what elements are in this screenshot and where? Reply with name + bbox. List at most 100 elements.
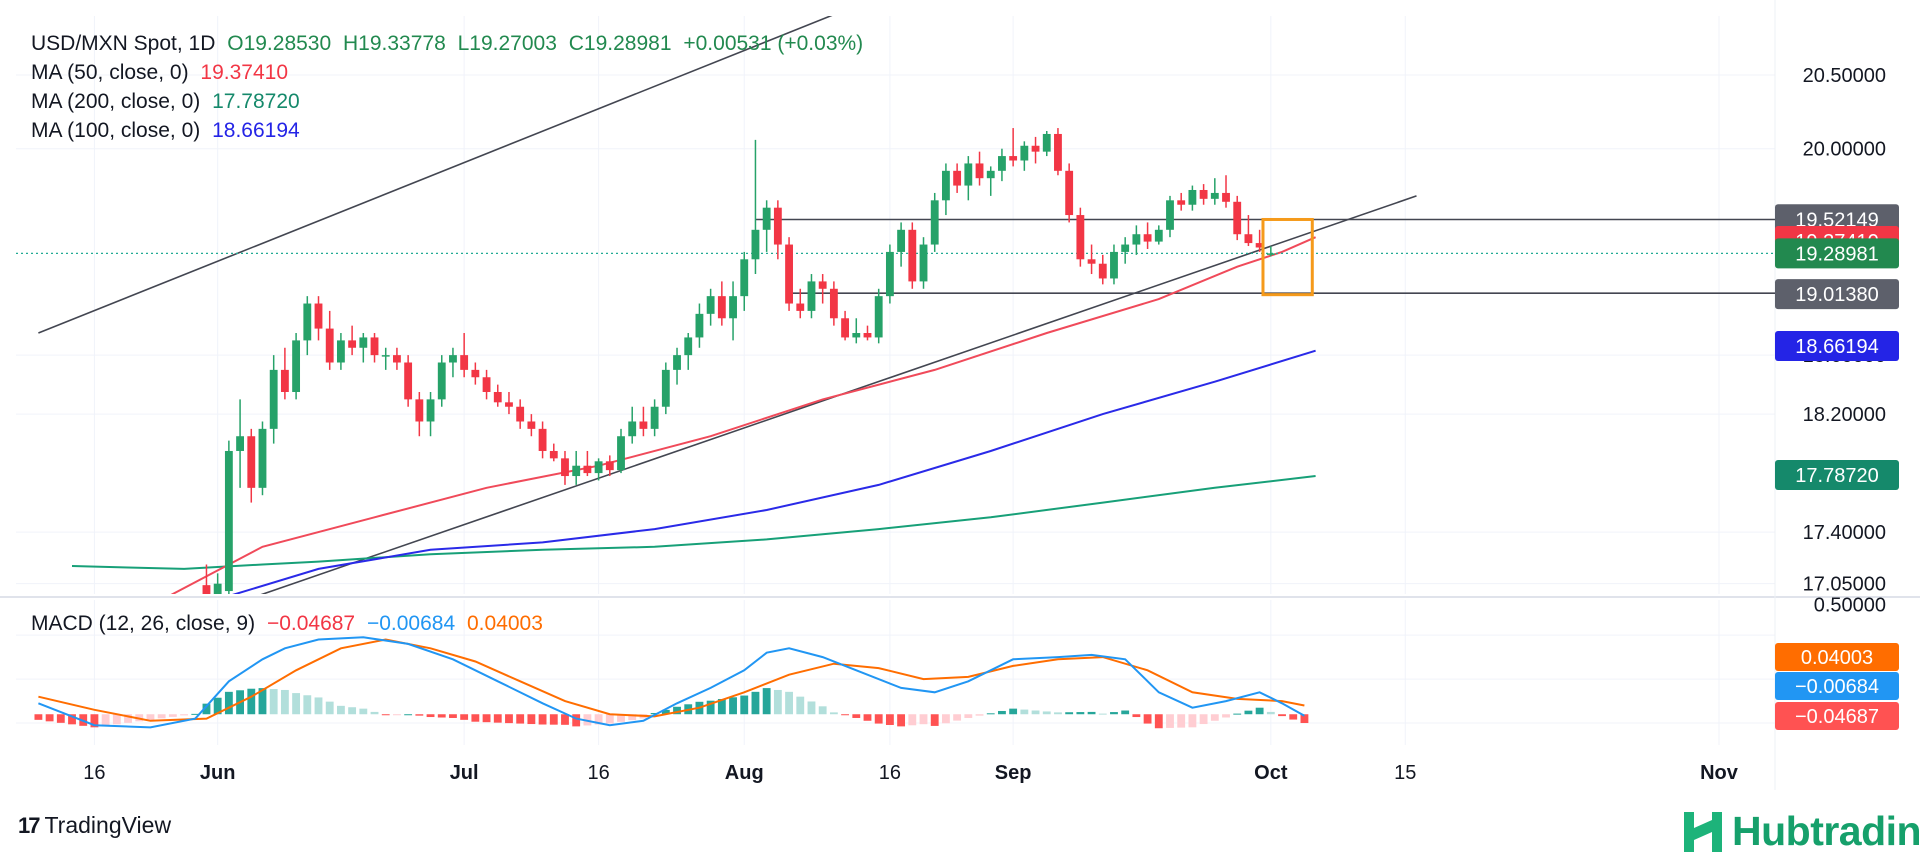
candle-body [1222,192,1230,202]
candle-body [762,207,771,230]
histogram-bar [213,697,222,715]
candle [594,458,603,481]
candle-body [381,355,390,357]
histogram-bar [381,714,390,716]
histogram-bar [1199,714,1208,725]
candle-body [415,399,424,422]
price-tag-label: 17.78720 [1795,465,1878,487]
macd-tag-label: −0.00684 [1795,676,1879,698]
macd-tag-label: −0.04687 [1795,706,1879,728]
histogram-bar [807,701,816,715]
macd-tag: 0.04003 [1775,643,1899,671]
time-axis-label: 16 [879,762,901,784]
candle [314,296,323,341]
candle [998,148,1006,182]
candle-body [269,369,278,429]
candle-body [773,207,782,245]
symbol-legend: USD/MXN Spot, 1D O19.28530 H19.33778 L19… [31,31,869,57]
histogram-bar [549,714,558,725]
candle-body [1210,192,1219,199]
candle-body [1020,145,1029,161]
price-tag-label: 19.28981 [1795,243,1878,265]
candle [415,391,424,437]
candle-body [706,296,715,314]
ma200-line [71,475,1316,570]
histogram-bar [628,714,637,721]
candle [505,391,513,415]
candle-body [1031,145,1040,152]
ma50-value: 19.37410 [200,61,288,84]
ma50-legend[interactable]: MA (50, close, 0) 19.37410 [31,60,294,86]
candle-body [1054,133,1062,171]
price-tick-label: 17.40000 [1803,522,1886,544]
histogram-bar [930,714,939,726]
chart-axes: 20.5000020.0000018.6000018.2000017.40000… [83,65,1899,784]
candle-body [964,163,973,186]
histogram-bar [885,714,894,725]
chart-lines [16,16,1775,594]
histogram-bar [449,714,457,718]
macd-legend[interactable]: MACD (12, 26, close, 9) −0.04687 −0.0068… [31,611,549,637]
candle [628,406,637,444]
candle [1177,192,1186,211]
histogram-bar [1166,714,1174,728]
candle-body [527,421,536,429]
tradingview-logo[interactable]: 17 TradingView [18,812,171,839]
candle-body [404,362,413,400]
candle-body [1009,156,1018,161]
tradingview-logo-icon: 17 [18,812,41,838]
candle [986,166,995,196]
candle-body [874,296,883,338]
macd-label: MACD (12, 26, close, 9) [31,612,256,635]
candle-body [549,450,558,459]
histogram-bar [1289,714,1298,720]
candle [1210,178,1219,205]
candle-body [841,318,850,338]
histogram-bar [1110,712,1118,715]
candle-body [885,251,894,297]
histogram-bar [1087,711,1096,715]
candle [717,281,726,326]
candle [1266,246,1275,257]
candle-body [986,170,995,179]
candle-body [247,436,256,488]
price-tick-label: 18.20000 [1803,404,1886,426]
candle [269,355,278,444]
candle [930,192,939,252]
candle [1031,136,1040,164]
candle [818,274,827,304]
candle [885,244,894,304]
candle [1255,229,1264,252]
candle-body [516,406,525,422]
candle [1009,128,1018,167]
price-tick-label: 20.00000 [1803,139,1886,161]
candle-body [1188,189,1197,205]
ma100-legend[interactable]: MA (100, close, 0) 18.66194 [31,118,306,144]
candle [1042,131,1051,157]
price-tag-bg [1775,330,1899,361]
ohlc-low: L19.27003 [457,32,557,55]
candle [370,333,379,363]
histogram-bar [34,714,43,720]
histogram-bar [1143,714,1152,724]
ma200-value: 17.78720 [212,90,300,113]
candle [1098,254,1107,285]
macd-hist-value: −0.04687 [266,612,356,635]
candle [807,274,816,319]
histogram-bar [146,714,155,720]
candle [1020,141,1029,171]
ma200-legend[interactable]: MA (200, close, 0) 17.78720 [31,89,306,115]
candle [1087,244,1096,275]
candle [751,139,760,275]
histogram-bar [314,697,323,715]
histogram-bar [359,708,368,715]
histogram-bar [1188,714,1197,728]
histogram-bar [729,697,737,715]
candle [706,288,715,326]
candle-body [975,163,984,179]
candle-body [370,337,379,356]
histogram-bar [348,707,357,715]
candle [941,163,950,216]
hubtrading-trading: trading [1810,808,1920,854]
